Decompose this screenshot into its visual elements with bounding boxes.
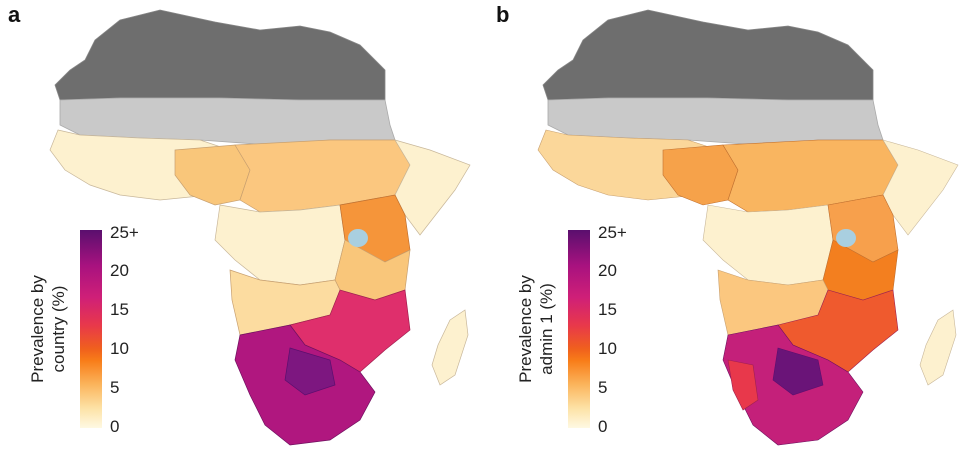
- legend-title-a-line1: Prevalence by: [28, 275, 47, 383]
- tick-20: 20: [598, 261, 617, 280]
- madagascar: [431, 309, 469, 386]
- north-africa-region: [54, 9, 386, 101]
- north-africa-region: [542, 9, 874, 101]
- tick-5: 5: [110, 378, 120, 397]
- horn-of-africa: [882, 139, 959, 236]
- tick-25: 25+: [598, 223, 627, 242]
- africa-map-by-country: [49, 9, 471, 446]
- legend-title-a-line2: country (%): [49, 285, 68, 373]
- southwest-coast-region: [727, 359, 759, 411]
- tick-0: 0: [598, 417, 608, 436]
- africa-map-by-admin1: [537, 9, 959, 446]
- legend-title-b-line2: admin 1 (%): [537, 283, 556, 375]
- legend-title-b-line1: Prevalence by: [516, 275, 535, 383]
- legend-a: 25+ 20 15 10 5 0 Prevalence by country (…: [28, 222, 188, 442]
- colorbar-b: [568, 230, 590, 428]
- lake-victoria: [836, 229, 856, 247]
- tick-10: 10: [110, 339, 129, 358]
- tick-10: 10: [598, 339, 617, 358]
- panel-b-label: b: [496, 2, 510, 27]
- legend-title-b: Prevalence by admin 1 (%): [515, 239, 557, 419]
- tick-15: 15: [110, 300, 129, 319]
- panel-a-label: a: [8, 2, 21, 27]
- tick-0: 0: [110, 417, 120, 436]
- madagascar: [919, 309, 957, 386]
- tick-20: 20: [110, 261, 129, 280]
- colorbar-a: [80, 230, 102, 428]
- lake-victoria: [348, 229, 368, 247]
- panel-a: a 25+ 20 15 10 5 0 Prevalence by country…: [0, 0, 487, 468]
- horn-of-africa: [394, 139, 471, 236]
- legend-b: 25+ 20 15 10 5 0 Prevalence by admin 1 (…: [516, 222, 676, 442]
- botswana-region: [284, 347, 336, 396]
- botswana-region: [772, 347, 824, 396]
- legend-title-a: Prevalence by country (%): [27, 239, 69, 419]
- panel-b: b 25+ 20 15 10 5 0 Prevalence by admin 1…: [488, 0, 975, 468]
- tick-15: 15: [598, 300, 617, 319]
- tick-5: 5: [598, 378, 608, 397]
- tick-25: 25+: [110, 223, 139, 242]
